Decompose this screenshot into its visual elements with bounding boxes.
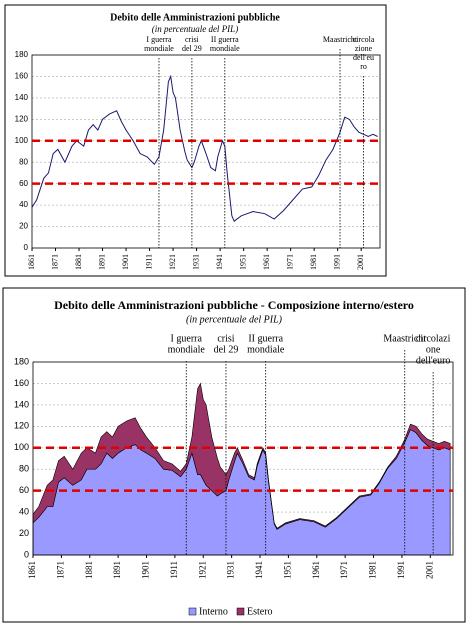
- legend-swatch: [188, 607, 197, 616]
- x-tick-label: 1981: [309, 254, 318, 270]
- annotation: II guerra: [248, 333, 283, 344]
- y-tick-label: 80: [19, 157, 28, 166]
- annotation: II guerra: [211, 35, 239, 44]
- plot-frame: [32, 361, 454, 556]
- x-tick-label: 1941: [215, 254, 224, 270]
- annotation: crisi: [185, 35, 200, 44]
- annotation: dell'eu: [353, 53, 374, 62]
- annotation: dell'euro: [416, 355, 451, 366]
- x-tick-label: 1891: [112, 561, 122, 579]
- y-tick-label: 120: [14, 421, 29, 431]
- x-tick-label: 1961: [311, 561, 321, 579]
- x-tick-label: 1991: [396, 561, 406, 579]
- annotation: one: [426, 344, 441, 355]
- annotation: zione: [355, 44, 373, 53]
- line: [31, 74, 378, 222]
- legend-swatch: [236, 607, 245, 616]
- x-tick-label: 1871: [55, 561, 65, 579]
- annotation: mondiale: [247, 344, 285, 355]
- x-tick-label: 1931: [226, 561, 236, 579]
- y-tick-label: 40: [19, 506, 29, 516]
- y-tick-label: 80: [19, 464, 29, 474]
- x-tick-label: 1981: [368, 561, 378, 579]
- annotation: Maastricht: [323, 35, 358, 44]
- x-tick-label: 1881: [84, 561, 94, 579]
- x-tick-label: 1971: [339, 561, 349, 579]
- chart-subtitle: (in percentuale del PIL): [186, 314, 283, 325]
- annotation: I guerra: [146, 35, 172, 44]
- y-tick-label: 180: [14, 356, 29, 366]
- legend-label: Estero: [247, 606, 273, 617]
- x-tick-label: 1911: [169, 561, 179, 579]
- plot-frame: [31, 54, 381, 249]
- y-tick-label: 40: [19, 200, 28, 209]
- y-tick-label: 20: [19, 528, 29, 538]
- x-tick-label: 1891: [97, 254, 106, 270]
- annotation: del 29: [182, 44, 202, 53]
- area: [32, 382, 451, 530]
- y-tick-label: 160: [14, 378, 29, 388]
- x-tick-label: 1951: [238, 254, 247, 270]
- x-tick-label: 1901: [141, 561, 151, 579]
- x-tick-label: 1931: [191, 254, 200, 270]
- x-tick-label: 1971: [285, 254, 294, 270]
- chart-title: Debito delle Amministrazioni pubbliche -…: [54, 298, 414, 312]
- y-tick-label: 0: [24, 243, 29, 252]
- annotation: crisi: [217, 333, 234, 344]
- y-tick-label: 0: [24, 549, 29, 559]
- x-tick-label: 1991: [333, 254, 342, 270]
- x-tick-label: 1871: [50, 254, 59, 270]
- annotation: mondiale: [144, 44, 174, 53]
- y-tick-label: 60: [19, 485, 29, 495]
- annotation: circola: [353, 35, 375, 44]
- x-tick-label: 2001: [356, 254, 365, 270]
- x-tick-label: 1941: [254, 561, 264, 579]
- annotation: mondiale: [168, 344, 206, 355]
- y-tick-label: 100: [14, 442, 29, 452]
- annotation: mondiale: [210, 44, 240, 53]
- annotation: Maastricht: [383, 333, 426, 344]
- annotation: I guerra: [171, 333, 203, 344]
- x-tick-label: 1901: [121, 254, 130, 270]
- x-tick-label: 1861: [27, 561, 37, 579]
- chart-title: Debito delle Amministrazioni pubbliche: [110, 12, 280, 23]
- y-tick-label: 20: [19, 222, 28, 231]
- x-tick-label: 1961: [262, 254, 271, 270]
- x-tick-label: 1861: [27, 254, 36, 270]
- annotation: ro: [360, 62, 367, 71]
- x-tick-label: 1921: [197, 561, 207, 579]
- y-tick-label: 160: [15, 72, 29, 81]
- annotation: circolazi: [416, 333, 451, 344]
- y-tick-label: 140: [15, 93, 29, 102]
- legend-label: Interno: [199, 606, 228, 617]
- y-tick-label: 60: [19, 179, 28, 188]
- x-tick-label: 1921: [168, 254, 177, 270]
- y-tick-label: 180: [15, 50, 29, 59]
- x-tick-label: 2001: [424, 561, 434, 579]
- x-tick-label: 1881: [74, 254, 83, 270]
- x-tick-label: 1951: [282, 561, 292, 579]
- y-tick-label: 120: [15, 114, 29, 123]
- y-tick-label: 100: [15, 136, 29, 145]
- y-tick-label: 140: [14, 399, 29, 409]
- chart-subtitle: (in percentuale del PIL): [152, 24, 238, 34]
- annotation: del 29: [214, 344, 239, 355]
- x-tick-label: 1911: [144, 254, 153, 270]
